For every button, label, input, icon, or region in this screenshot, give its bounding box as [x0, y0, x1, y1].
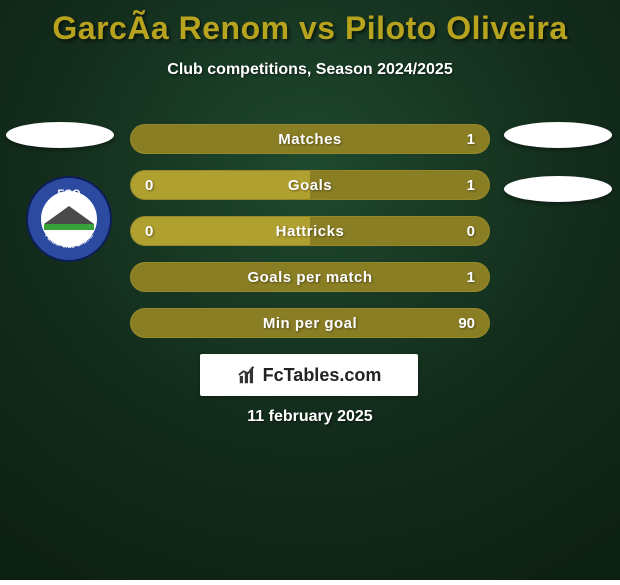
stat-row: Goals per match1 — [130, 262, 490, 292]
stat-row: 0Hattricks0 — [130, 216, 490, 246]
stat-label: Goals — [205, 177, 415, 194]
stat-row: Matches1 — [130, 124, 490, 154]
stat-right-value: 0 — [415, 223, 475, 240]
page-title: GarcÃ­a Renom vs Piloto Oliveira — [0, 0, 620, 47]
stat-right-value: 1 — [415, 131, 475, 148]
player-right-photo-placeholder-2 — [504, 176, 612, 202]
stat-right-value: 90 — [415, 315, 475, 332]
stat-label: Goals per match — [205, 269, 415, 286]
stat-right-value: 1 — [415, 177, 475, 194]
subtitle: Club competitions, Season 2024/2025 — [0, 61, 620, 79]
date-label: 11 february 2025 — [0, 408, 620, 426]
stat-label: Min per goal — [205, 315, 415, 332]
stats-table: Matches10Goals10Hattricks0Goals per matc… — [130, 124, 490, 354]
stat-left-value: 0 — [145, 223, 205, 240]
club-badge: FCO Futbol Club Ordino — [26, 176, 112, 262]
stat-right-value: 1 — [415, 269, 475, 286]
stat-label: Hattricks — [205, 223, 415, 240]
player-left-photo-placeholder — [6, 122, 114, 148]
stat-row: 0Goals1 — [130, 170, 490, 200]
stat-left-value: 0 — [145, 177, 205, 194]
chart-icon — [237, 364, 259, 386]
brand-box[interactable]: FcTables.com — [200, 354, 418, 396]
brand-label: FcTables.com — [263, 365, 382, 386]
stat-label: Matches — [205, 131, 415, 148]
stat-row: Min per goal90 — [130, 308, 490, 338]
svg-text:FCO: FCO — [57, 188, 81, 200]
player-right-photo-placeholder-1 — [504, 122, 612, 148]
